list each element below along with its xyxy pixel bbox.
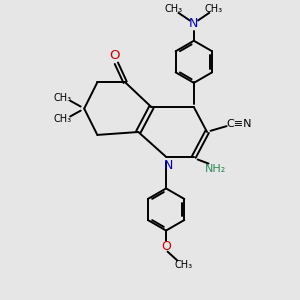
Text: N: N xyxy=(189,17,199,30)
Text: CH₃: CH₃ xyxy=(165,4,183,14)
Text: CH₃: CH₃ xyxy=(205,4,223,14)
Text: C≡N: C≡N xyxy=(226,119,252,129)
Text: CH₃: CH₃ xyxy=(53,93,71,103)
Text: NH₂: NH₂ xyxy=(205,164,226,174)
Text: CH₃: CH₃ xyxy=(53,114,71,124)
Text: O: O xyxy=(110,49,120,62)
Text: O: O xyxy=(161,240,171,253)
Text: CH₃: CH₃ xyxy=(175,260,193,270)
Text: N: N xyxy=(164,159,173,172)
